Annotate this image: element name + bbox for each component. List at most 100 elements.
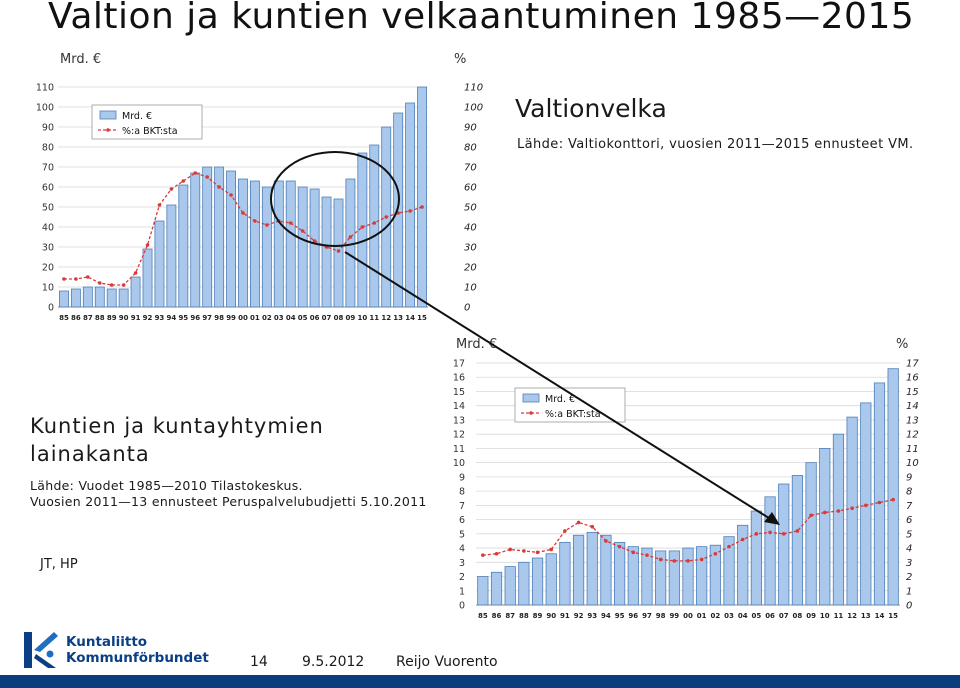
line-point [522,549,526,553]
line-point [372,221,377,225]
bar [477,576,489,606]
bar [819,448,831,606]
y-tick-left: 12 [453,430,465,441]
y-tick-right: 40 [464,223,477,234]
line-point [713,551,718,556]
line-point [74,277,78,281]
line-point [576,520,581,525]
line-point [481,553,485,557]
bar [285,180,296,308]
section2-source-line2: Vuosien 2011—13 ennusteet Peruspalvelubu… [30,494,427,509]
line-point [420,205,424,209]
line-point [121,283,126,287]
line-point [795,529,800,533]
x-tick: 00 [683,612,693,620]
y-tick-right: 70 [464,163,477,174]
line-point [850,506,854,510]
x-tick: 98 [656,612,666,620]
y-tick-right: 10 [464,283,477,294]
y-tick-right: 100 [464,103,483,114]
line-point [217,185,221,189]
y-tick-right: 9 [906,472,912,483]
y-tick-left: 1 [459,586,465,597]
line-point [300,229,305,233]
bar [791,475,804,606]
bar [737,524,749,606]
bar [345,178,356,308]
y-tick-left: 100 [36,103,54,114]
y-tick-right: 7 [906,501,913,512]
x-tick: 05 [752,612,762,620]
x-tick: 94 [601,612,611,620]
x-tick: 14 [875,612,885,620]
x-tick: 88 [519,612,529,620]
line-point [768,530,772,535]
x-tick: 08 [793,612,803,620]
chart2-left-unit: Mrd. € [456,337,498,352]
bar [59,290,69,308]
line-point [604,539,608,543]
line-point [324,245,329,249]
bar [297,186,308,308]
y-tick-right: 1 [906,586,912,597]
section2-source-line1: Lähde: Vuodet 1985—2010 Tilastokeskus. [30,478,303,493]
line-point [617,544,622,549]
legend-line-marker [106,128,110,132]
y-tick-left: 40 [42,223,54,234]
bar [178,184,189,308]
footer-page-number: 14 [250,654,268,670]
line-point [408,209,412,213]
bar [709,544,721,606]
bar [333,198,344,308]
x-tick: 06 [765,612,775,620]
x-tick: 15 [888,612,898,620]
bar [764,496,776,606]
line-point [133,271,138,275]
x-tick: 03 [274,314,284,322]
bar [94,286,105,308]
x-tick: 92 [143,314,153,322]
line-point [549,547,554,552]
y-tick-left: 10 [42,283,54,294]
line-point [836,509,841,513]
y-tick-right: 60 [464,183,477,194]
line-point [288,221,293,225]
x-tick: 11 [369,314,379,322]
logo-text-line2: Kommunförbundet [66,650,209,666]
y-tick-left: 3 [459,558,465,569]
x-tick: 07 [779,612,789,620]
x-tick: 02 [710,612,720,620]
bar [321,196,332,308]
bar [238,178,248,308]
line-point [348,235,353,239]
x-tick: 98 [214,314,224,322]
y-tick-left: 80 [42,143,54,154]
logo-mark-icon [24,632,58,668]
y-tick-right: 80 [464,143,477,154]
legend-line-marker [529,411,533,415]
bar [142,248,153,308]
bar [273,180,284,308]
y-tick-left: 0 [48,303,54,314]
legend-label-line: %:a BKT:sta [545,409,601,420]
line-point [157,203,162,207]
y-tick-left: 6 [459,515,465,526]
x-tick: 86 [492,612,502,620]
line-point [699,557,704,562]
y-tick-right: 6 [906,515,912,526]
x-tick: 03 [724,612,734,620]
x-tick: 86 [71,314,81,322]
y-tick-left: 4 [459,544,465,555]
line-point [864,503,868,508]
y-tick-left: 50 [42,203,54,214]
x-tick: 07 [322,314,332,322]
x-tick: 95 [178,314,188,322]
x-tick: 91 [560,612,570,620]
y-tick-left: 16 [453,373,465,384]
y-tick-left: 90 [42,123,54,134]
x-tick: 04 [738,612,748,620]
x-tick: 12 [847,612,857,620]
line-point [672,559,677,563]
